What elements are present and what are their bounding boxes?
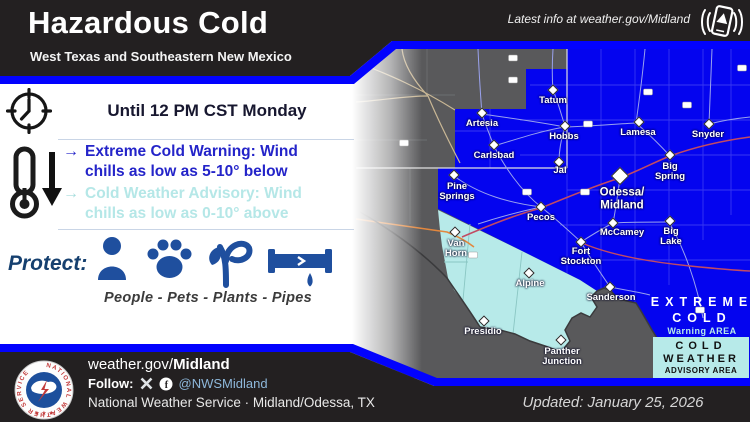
panel-map-fade <box>352 49 422 378</box>
footer-org-line: National Weather Service · Midland/Odess… <box>88 395 375 410</box>
footer-band <box>0 352 750 422</box>
phone-alert-icon <box>701 5 743 37</box>
extreme-cold-warning-line1: Extreme Cold Warning: Wind <box>85 143 298 160</box>
page-title: Hazardous Cold <box>28 5 269 40</box>
protect-caption: People - Pets - Plants - Pipes <box>103 290 313 306</box>
legend-extreme-cold-line1: EXTREME <box>650 295 750 309</box>
header-band <box>0 0 750 76</box>
cold-weather-advisory-line2: chills as low as 0-10° above <box>85 205 289 222</box>
pipe-icon <box>268 249 332 287</box>
x-twitter-icon <box>140 377 152 390</box>
valid-until-text: Until 12 PM CST Monday <box>107 101 307 120</box>
divider <box>58 139 354 140</box>
protect-label: Protect: <box>8 252 88 275</box>
nws-logo: NATIONAL WEATHER SERVICE ★ ★ ★ <box>14 360 74 420</box>
legend-cold-weather-line1: COLD <box>675 339 727 352</box>
highway-shields <box>399 54 747 314</box>
clock-icon <box>6 88 52 134</box>
advisory-arrow-bullet: → <box>63 185 79 202</box>
warning-arrow-bullet: → <box>63 143 79 160</box>
protect-icons <box>98 237 332 288</box>
extreme-cold-warning-line2: chills as low as 5-10° below <box>85 163 288 180</box>
interstate-10-road <box>581 242 750 272</box>
header-blue-stripe <box>0 41 750 84</box>
facebook-icon: f <box>159 377 172 391</box>
legend-advisory-box: COLD WEATHER ADVISORY AREA <box>653 337 749 378</box>
paw-icon <box>147 239 192 278</box>
divider <box>58 229 354 230</box>
updated-date: Updated: January 25, 2026 <box>522 394 704 411</box>
plant-icon <box>209 240 253 288</box>
follow-label: Follow: <box>88 376 134 391</box>
footer-url-prefix: weather.gov/ <box>88 356 174 373</box>
person-icon <box>98 237 126 280</box>
footer-url-office: Midland <box>173 356 230 373</box>
cold-weather-advisory-line1: Cold Weather Advisory: Wind <box>85 185 302 202</box>
thermometer-falling-icon <box>10 146 62 219</box>
svg-text:f: f <box>164 380 168 391</box>
footer-url: weather.gov/Midland <box>88 356 230 373</box>
legend-advisory-area-sub: ADVISORY AREA <box>664 365 738 375</box>
legend-warning-area-sub: Warning AREA <box>667 326 737 336</box>
map <box>352 48 750 379</box>
svg-text:★ ★ ★: ★ ★ ★ <box>34 410 53 417</box>
latest-info-text: Latest info at weather.gov/Midland <box>507 12 690 26</box>
page-subtitle: West Texas and Southeastern New Mexico <box>30 49 292 64</box>
footer-follow-row: Follow: f @NWSMidland <box>88 376 268 391</box>
legend-extreme-cold-line2: COLD <box>672 311 732 325</box>
advisory-area-polygon <box>438 210 597 352</box>
social-handle: @NWSMidland <box>178 376 268 391</box>
footer-blue-stripe <box>0 344 750 386</box>
legend-cold-weather-line2: WEATHER <box>663 352 739 365</box>
